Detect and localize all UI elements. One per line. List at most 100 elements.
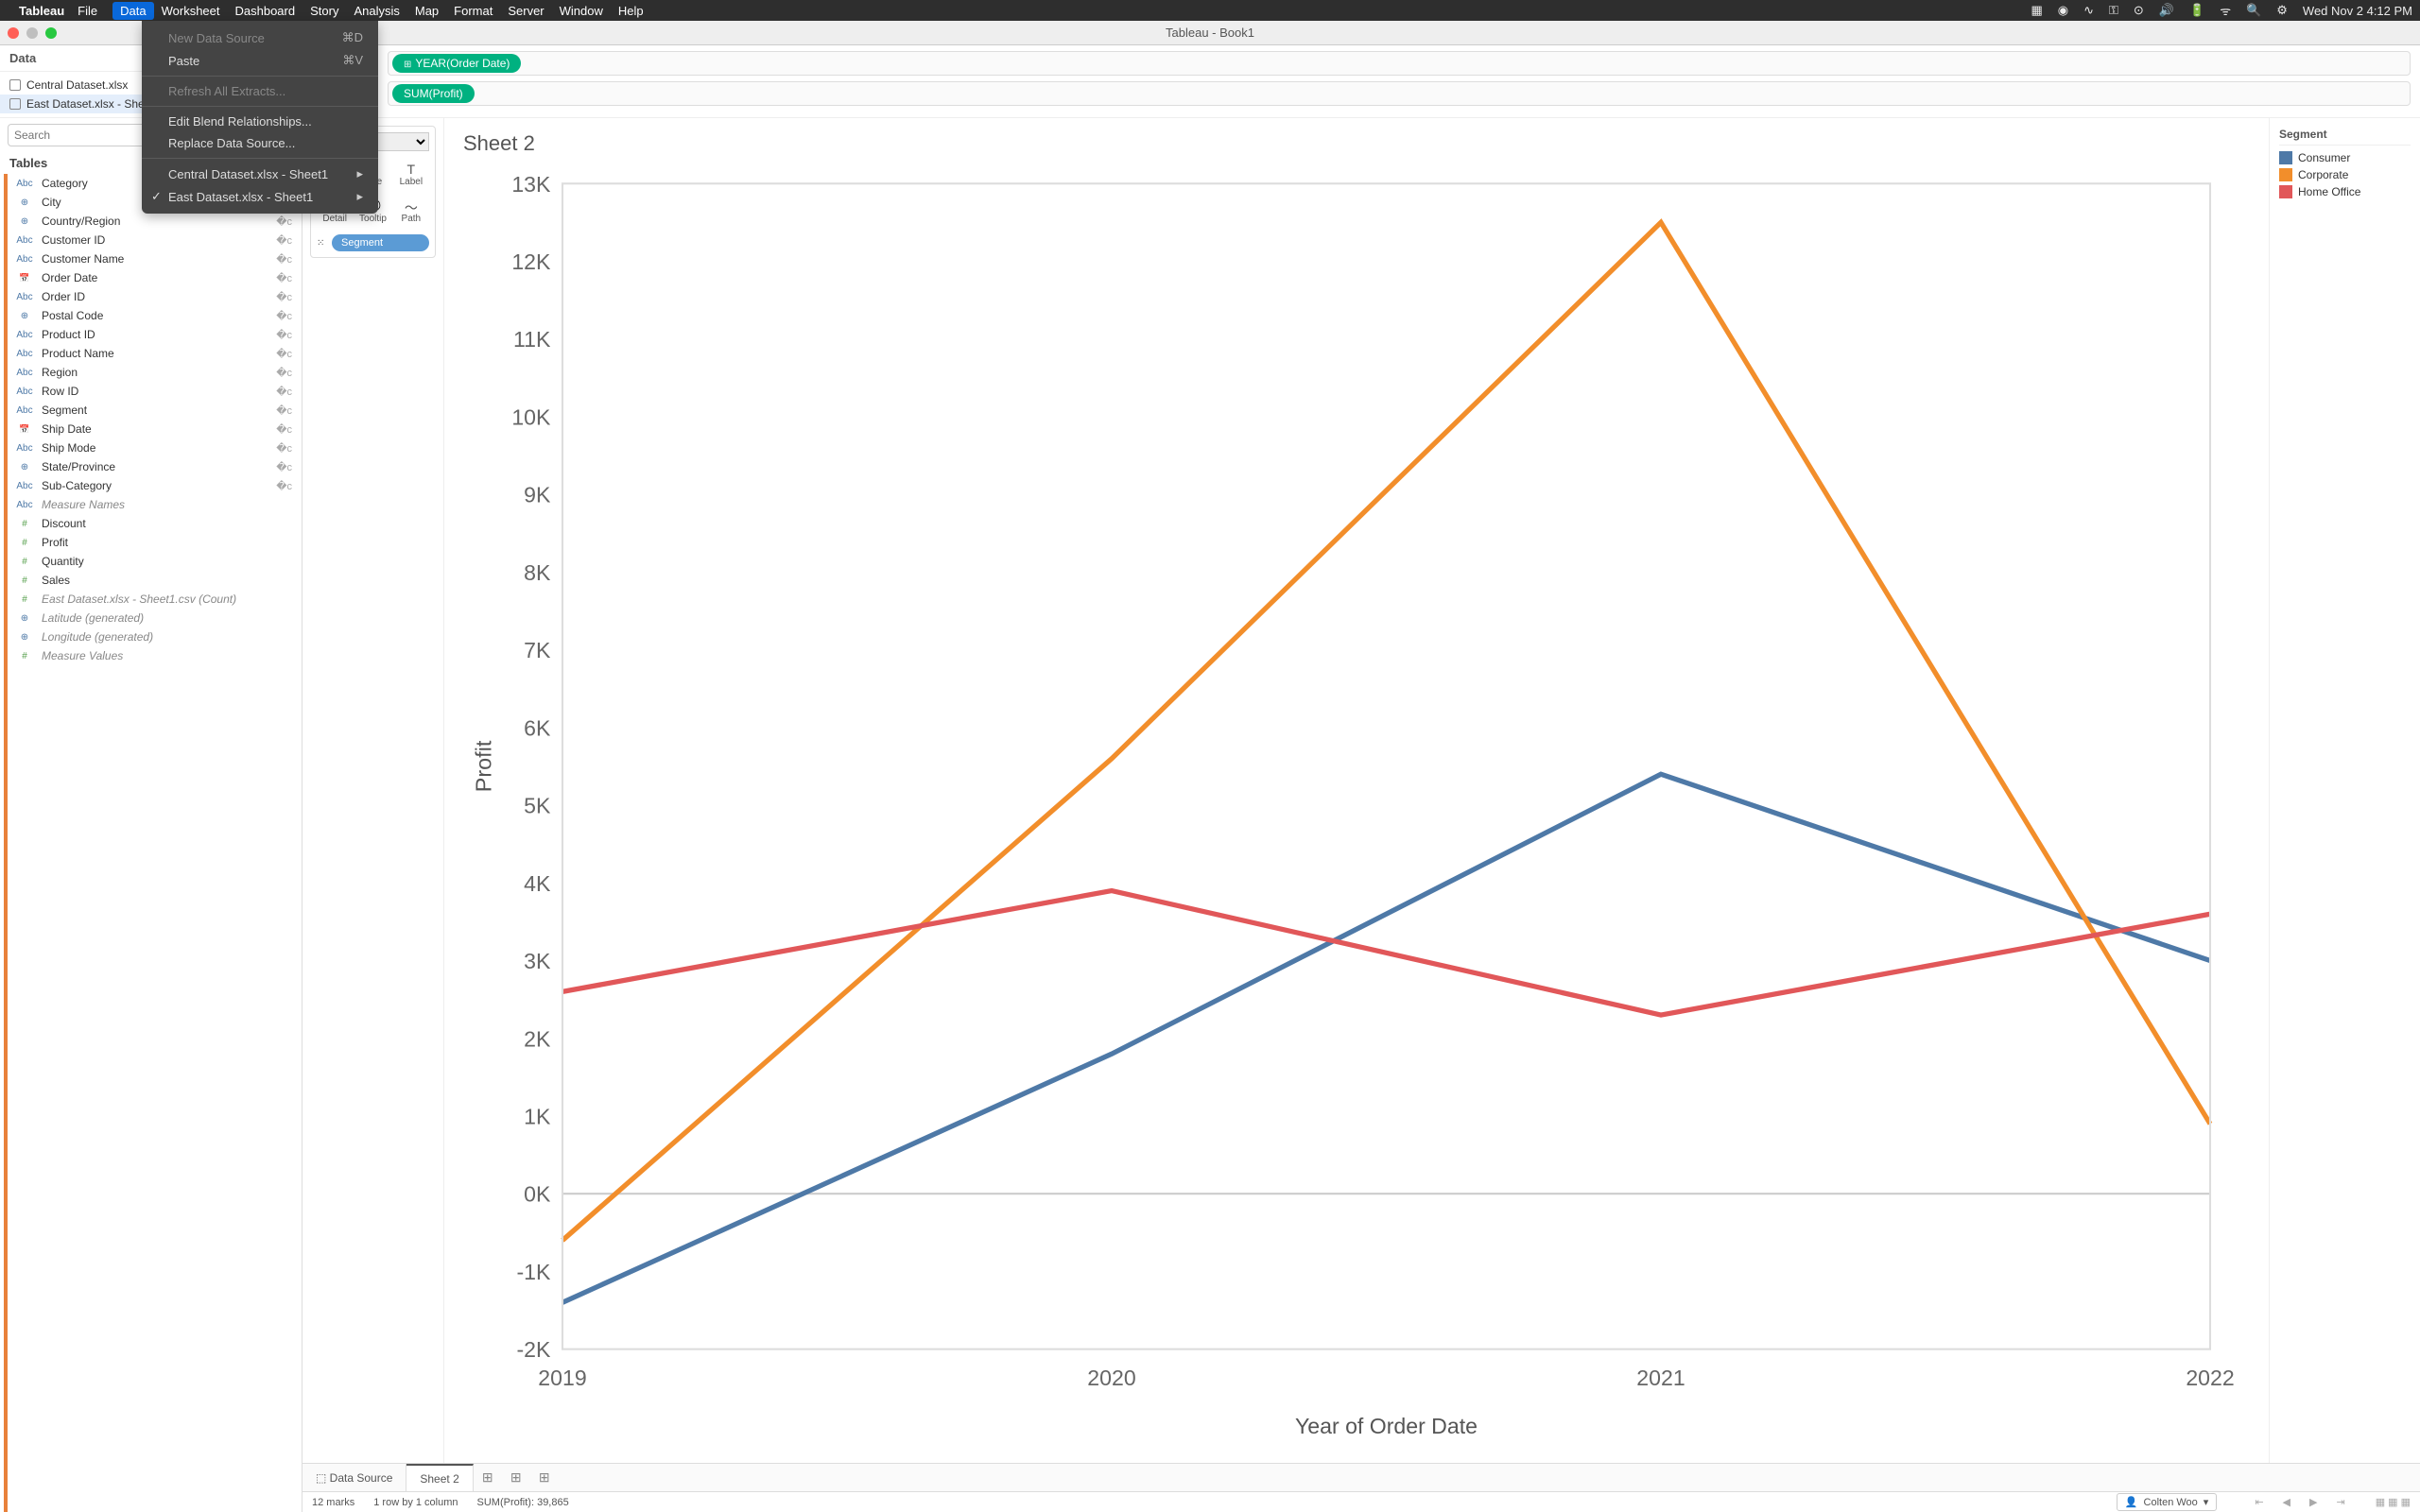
- field-item[interactable]: Ship Date�c: [8, 420, 302, 438]
- field-item[interactable]: Segment�c: [8, 401, 302, 420]
- svg-text:2020: 2020: [1087, 1366, 1135, 1390]
- segment-pill[interactable]: Segment: [332, 234, 429, 251]
- nav-prev-icon[interactable]: ◀: [2283, 1496, 2290, 1508]
- data-pane: Data Central Dataset.xlsxEast Dataset.xl…: [0, 45, 302, 1512]
- tray-key-icon[interactable]: ⚿: [2109, 3, 2118, 18]
- nav-last-icon[interactable]: ⇥: [2336, 1496, 2344, 1508]
- marks-label[interactable]: TLabel: [393, 157, 429, 192]
- field-item[interactable]: Profit: [8, 533, 302, 552]
- menu-item[interactable]: Paste⌘V: [142, 49, 378, 72]
- close-button[interactable]: [8, 27, 19, 39]
- tray-icon[interactable]: ◉: [2058, 3, 2068, 18]
- field-item[interactable]: Measure Values: [8, 646, 302, 665]
- field-item[interactable]: Latitude (generated): [8, 609, 302, 627]
- tray-play-icon[interactable]: ⊙: [2134, 3, 2144, 18]
- svg-text:8K: 8K: [524, 560, 551, 585]
- menu-format[interactable]: Format: [454, 4, 493, 18]
- tray-battery-icon[interactable]: 🔋: [2189, 3, 2204, 18]
- menu-item[interactable]: Replace Data Source...: [142, 132, 378, 154]
- marks-path[interactable]: 〜Path: [393, 194, 429, 229]
- svg-text:5K: 5K: [524, 793, 551, 817]
- legend-item[interactable]: Home Office: [2279, 185, 2411, 198]
- sheet-title[interactable]: Sheet 2: [463, 131, 2250, 156]
- svg-text:13K: 13K: [511, 172, 551, 197]
- menu-worksheet[interactable]: Worksheet: [162, 4, 220, 18]
- nav-next-icon[interactable]: ▶: [2309, 1496, 2317, 1508]
- field-item[interactable]: Order ID�c: [8, 287, 302, 306]
- menu-data[interactable]: Data: [112, 2, 153, 20]
- tray-wifi-icon[interactable]: ᯤ: [2220, 2, 2231, 19]
- field-item[interactable]: Product ID�c: [8, 325, 302, 344]
- legend-item[interactable]: Consumer: [2279, 151, 2411, 164]
- menu-server[interactable]: Server: [508, 4, 544, 18]
- menubar-tray: ▦ ◉ ∿ ⚿ ⊙ 🔊 🔋 ᯤ 🔍 ⚙ Wed Nov 2 4:12 PM: [2031, 2, 2412, 19]
- tray-control-icon[interactable]: ⚙: [2276, 3, 2288, 18]
- menu-item: Refresh All Extracts...: [142, 80, 378, 102]
- field-item[interactable]: Customer Name�c: [8, 249, 302, 268]
- field-item[interactable]: State/Province�c: [8, 457, 302, 476]
- legend-item[interactable]: Corporate: [2279, 168, 2411, 181]
- svg-text:1K: 1K: [524, 1104, 551, 1128]
- line-chart: -2K-1K0K1K2K3K4K5K6K7K8K9K10K11K12K13K20…: [463, 163, 2250, 1450]
- menu-window[interactable]: Window: [560, 4, 603, 18]
- field-item[interactable]: Sales: [8, 571, 302, 590]
- columns-pill[interactable]: YEAR(Order Date): [392, 54, 521, 73]
- status-dims: 1 row by 1 column: [373, 1497, 458, 1508]
- menu-help[interactable]: Help: [618, 4, 644, 18]
- sheet-tab[interactable]: Sheet 2: [406, 1464, 473, 1491]
- field-item[interactable]: East Dataset.xlsx - Sheet1.csv (Count): [8, 590, 302, 609]
- field-item[interactable]: Sub-Category�c: [8, 476, 302, 495]
- menu-file[interactable]: File: [78, 4, 97, 18]
- menubar-clock[interactable]: Wed Nov 2 4:12 PM: [2303, 4, 2412, 18]
- menu-item[interactable]: ✓East Dataset.xlsx - Sheet1▸: [142, 185, 378, 208]
- field-item[interactable]: Quantity: [8, 552, 302, 571]
- menu-analysis[interactable]: Analysis: [354, 4, 399, 18]
- field-item[interactable]: Longitude (generated): [8, 627, 302, 646]
- sheet-tabs: ⬚ Data SourceSheet 2⊞⊞⊞: [302, 1463, 2420, 1491]
- main-window: Tableau - Book1 Data Central Dataset.xls…: [0, 21, 2420, 1512]
- field-item[interactable]: Discount: [8, 514, 302, 533]
- view-grid-icon[interactable]: ▦ ▦ ▦: [2376, 1496, 2411, 1508]
- rows-shelf[interactable]: SUM(Profit): [388, 81, 2411, 106]
- field-item[interactable]: Customer ID�c: [8, 231, 302, 249]
- svg-text:0K: 0K: [524, 1182, 551, 1207]
- legend-panel: Segment ConsumerCorporateHome Office: [2269, 118, 2420, 1463]
- field-item[interactable]: Row ID�c: [8, 382, 302, 401]
- window-title: Tableau - Book1: [1166, 26, 1254, 40]
- new-sheet-button[interactable]: ⊞: [530, 1469, 559, 1486]
- svg-text:9K: 9K: [524, 483, 551, 507]
- field-item[interactable]: Ship Mode�c: [8, 438, 302, 457]
- svg-text:Profit: Profit: [472, 740, 496, 792]
- field-item[interactable]: Measure Names: [8, 495, 302, 514]
- svg-text:-2K: -2K: [516, 1337, 550, 1362]
- tray-volume-icon[interactable]: 🔊: [2159, 3, 2174, 18]
- chart-viewport: Sheet 2 -2K-1K0K1K2K3K4K5K6K7K8K9K10K11K…: [444, 118, 2269, 1463]
- tray-icon[interactable]: ▦: [2031, 3, 2042, 18]
- rows-pill[interactable]: SUM(Profit): [392, 84, 475, 103]
- columns-shelf[interactable]: YEAR(Order Date): [388, 51, 2411, 76]
- new-sheet-button[interactable]: ⊞: [474, 1469, 502, 1486]
- tray-search-icon[interactable]: 🔍: [2246, 3, 2261, 18]
- sheet-tab[interactable]: ⬚ Data Source: [302, 1464, 406, 1491]
- app-name[interactable]: Tableau: [19, 4, 64, 18]
- menu-map[interactable]: Map: [415, 4, 439, 18]
- field-item[interactable]: Order Date�c: [8, 268, 302, 287]
- svg-text:3K: 3K: [524, 949, 551, 973]
- zoom-button[interactable]: [45, 27, 57, 39]
- menu-dashboard[interactable]: Dashboard: [235, 4, 296, 18]
- field-item[interactable]: Product Name�c: [8, 344, 302, 363]
- user-chip[interactable]: 👤 Colten Woo ▾: [2117, 1493, 2218, 1511]
- minimize-button[interactable]: [26, 27, 38, 39]
- menu-item[interactable]: Edit Blend Relationships...: [142, 111, 378, 132]
- svg-text:2022: 2022: [2186, 1366, 2234, 1390]
- shelves: ▥ Columns YEAR(Order Date) ≡ Rows SUM(Pr…: [302, 45, 2420, 118]
- field-item[interactable]: Country/Region�c: [8, 212, 302, 231]
- nav-first-icon[interactable]: ⇤: [2255, 1496, 2263, 1508]
- worksheet-area: ▥ Columns YEAR(Order Date) ≡ Rows SUM(Pr…: [302, 45, 2420, 1512]
- tray-icon[interactable]: ∿: [2083, 3, 2094, 18]
- field-item[interactable]: Region�c: [8, 363, 302, 382]
- field-item[interactable]: Postal Code�c: [8, 306, 302, 325]
- menu-story[interactable]: Story: [310, 4, 338, 18]
- new-sheet-button[interactable]: ⊞: [502, 1469, 530, 1486]
- menu-item[interactable]: Central Dataset.xlsx - Sheet1▸: [142, 163, 378, 185]
